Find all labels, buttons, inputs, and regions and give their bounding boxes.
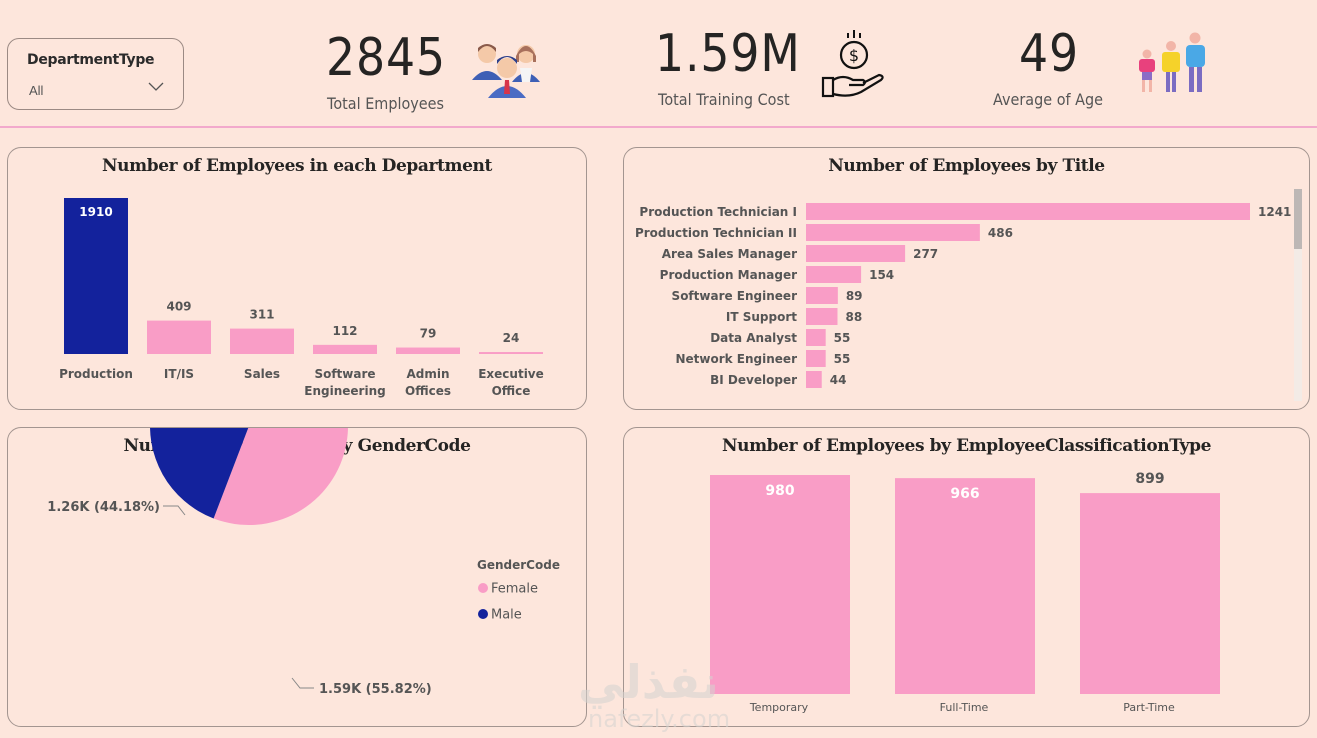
data-label: 154 [869,268,894,282]
svg-text:$: $ [849,46,859,65]
title-chart-scrollbar[interactable] [1294,189,1302,401]
dept-chart-card: Number of Employees in each Department 1… [7,147,587,410]
x-tick-label: Engineering [304,384,385,398]
data-label: 55 [834,352,851,366]
people-group-icon [472,44,540,98]
title-bar-chart: Production Technician I 1241 Production Te… [635,203,1291,388]
data-label: 486 [988,226,1013,240]
x-tick-label: Sales [244,367,280,381]
data-label: 79 [420,327,437,341]
leader-line [291,677,314,689]
y-tick-label: Area Sales Manager [662,247,797,261]
gender-chart-card: Number of Employees by GenderCode 1.26K … [7,427,587,727]
y-tick-label: Production Technician I [639,205,797,219]
x-tick-label: Offices [405,384,451,398]
data-label: 899 [1135,471,1164,487]
y-tick-label: BI Developer [710,373,797,387]
bar[interactable] [710,475,850,694]
gender-pie-chart: 1.26K (44.18%) 1.59K (55.82%) GenderCode Fe… [47,428,560,697]
classification-chart-title: Number of Employees by EmployeeClassific… [722,436,1211,456]
bar[interactable] [806,287,838,304]
data-label: 89 [846,289,863,303]
x-tick-label: Admin [406,367,449,381]
bar[interactable] [806,329,826,346]
classification-bar-chart: 980 Temporary 966 Full-Time 899 Part-Time [710,471,1220,714]
family-icon [1139,32,1205,92]
x-tick-label: Temporary [749,701,809,714]
x-tick-label: Full-Time [940,701,989,714]
bar[interactable] [806,224,980,241]
slicer-selected-value[interactable]: All [29,83,44,98]
x-tick-label: Executive [478,367,544,381]
x-tick-label: IT/IS [164,367,194,381]
data-label: 112 [332,324,357,338]
legend-label[interactable]: Male [491,608,522,623]
y-tick-label: Production Technician II [635,226,797,240]
header: DepartmentType All 2845 Total Employees … [0,0,1317,128]
classification-chart-card: Number of Employees by EmployeeClassific… [623,427,1310,727]
dept-bar-chart: 1910 Production 409 IT/IS 311 Sales 112 Softwar… [59,198,544,398]
x-tick-label: Part-Time [1123,701,1175,714]
y-tick-label: IT Support [726,310,797,324]
bar[interactable] [806,308,838,325]
bar[interactable] [1080,493,1220,694]
y-tick-label: Production Manager [660,268,797,282]
bar[interactable] [147,320,211,354]
chevron-down-icon[interactable] [147,79,165,93]
title-chart-title: Number of Employees by Title [828,156,1105,176]
data-label: 1241 [1258,205,1291,219]
y-tick-label: Network Engineer [675,352,797,366]
data-label: 44 [830,373,847,387]
bar[interactable] [806,203,1250,220]
bar[interactable] [64,198,128,354]
leader-line [163,505,186,516]
kpi-value: 49 [1019,24,1079,84]
y-tick-label: Software Engineer [672,289,798,303]
data-label: 1.26K (44.18%) [47,500,160,515]
x-tick-label: Software [314,367,375,381]
bar[interactable] [895,478,1035,694]
data-label: 24 [503,331,520,345]
x-tick-label: Office [492,384,531,398]
x-tick-label: Production [59,367,133,381]
data-label: 966 [950,486,979,502]
bar[interactable] [230,328,294,354]
data-label: 1910 [79,205,112,219]
legend-marker[interactable] [478,609,488,619]
kpi-value: 2845 [326,28,446,88]
data-label: 409 [166,300,191,314]
pie-slice[interactable] [150,428,249,519]
legend-title: GenderCode [477,558,560,572]
bar[interactable] [806,350,826,367]
pie-slice[interactable] [213,428,348,525]
bar[interactable] [396,347,460,354]
kpi-value: 1.59M [655,24,801,84]
legend-marker[interactable] [478,583,488,593]
data-label: 277 [913,247,938,261]
department-type-slicer[interactable]: DepartmentType All [7,38,184,110]
bar[interactable] [806,245,906,262]
bar[interactable] [806,371,822,388]
kpi-label: Total Training Cost [658,90,790,109]
data-label: 311 [249,308,274,322]
kpi-label: Total Employees [327,94,445,113]
data-label: 980 [765,483,794,499]
legend-label[interactable]: Female [491,582,538,597]
data-label: 1.59K (55.82%) [319,682,432,697]
slicer-title: DepartmentType [27,52,155,68]
bar[interactable] [313,344,377,354]
dept-chart-title: Number of Employees in each Department [102,156,492,176]
title-chart-card: Number of Employees by Title Production … [623,147,1310,410]
title-chart-scrollbar-thumb[interactable] [1294,189,1302,249]
y-tick-label: Data Analyst [710,331,797,345]
kpi-label: Average of Age [993,90,1104,109]
bar[interactable] [479,352,543,354]
bar[interactable] [806,266,862,283]
data-label: 55 [834,331,851,345]
money-hand-icon: $ [821,30,884,98]
data-label: 88 [845,310,862,324]
